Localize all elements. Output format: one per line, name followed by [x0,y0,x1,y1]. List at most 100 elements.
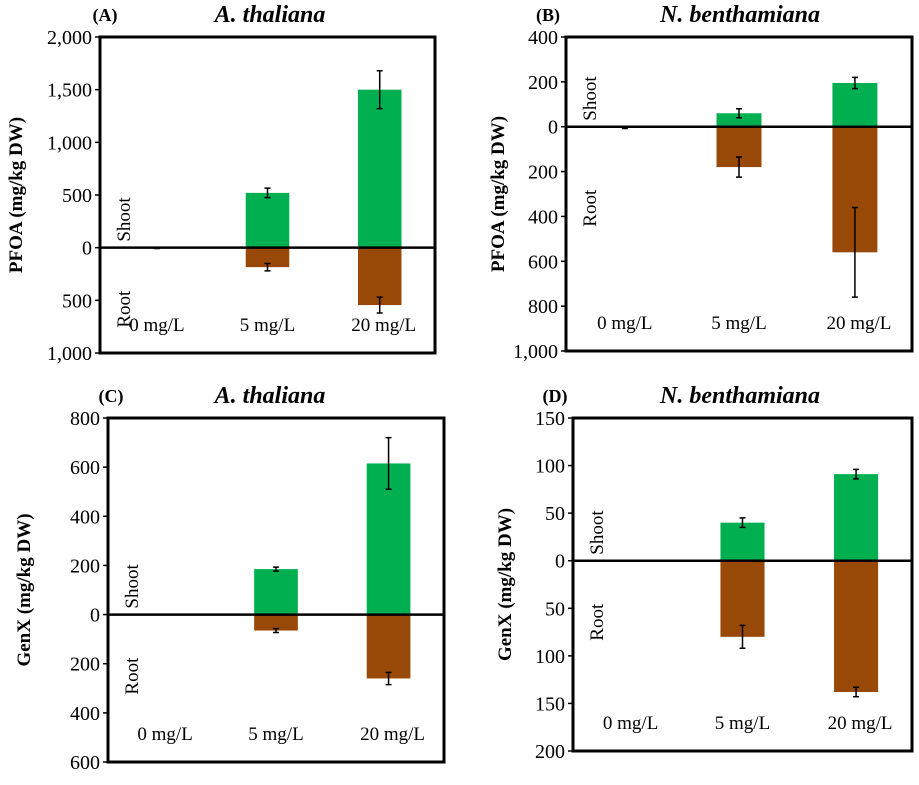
y-tick-label: 400 [70,703,100,725]
category-label: 0 mg/L [129,315,184,336]
category-label: 5 mg/L [711,313,766,334]
chart-title: A. thaliana [213,383,326,409]
plot-frame [106,416,446,764]
shoot-bar [357,89,402,248]
root-label: Root [587,603,608,641]
y-tick-label: 0 [90,605,100,627]
chart-title: N. benthamiana [659,2,820,28]
panel-d: 150 100 50 0 50 100 150 200 0 mg/L 5 mg/L 20 mg/L S… [495,383,914,763]
y-tick-label: 200 [528,162,558,184]
shoot-bar [832,82,878,127]
y-tick-label: 400 [528,206,558,228]
plot-frame [564,35,914,353]
y-tick-label: 150 [535,693,565,715]
y-tick-label: 400 [528,27,558,49]
y-tick-label: 2,000 [47,27,92,49]
chart-title: N. benthamiana [659,383,820,409]
panel-label: (B) [536,5,560,26]
category-label: 5 mg/L [240,315,295,336]
shoot-label: Shoot [580,76,601,121]
y-tick-label: 1,000 [513,341,558,363]
root-bar [357,247,402,306]
y-axis-label: PFOA (mg/kg DW) [488,116,509,272]
panel-label: (D) [543,386,568,407]
error-bar [851,206,858,298]
y-tick-label: 50 [545,503,565,525]
shoot-label: Shoot [114,197,135,242]
shoot-label: Shoot [122,564,143,609]
category-label: 0 mg/L [603,713,658,734]
category-label: 20 mg/L [826,313,891,334]
error-bar [853,686,860,698]
panel-label: (A) [93,5,118,26]
y-tick-label: 200 [70,654,100,676]
y-tick-label: 200 [528,72,558,94]
root-bar [254,614,298,631]
root-bar [245,247,290,268]
y-tick-label: 0 [548,117,558,139]
error-bar [273,566,279,572]
error-bar [273,627,279,634]
y-tick-label: 500 [62,185,92,207]
shoot-bar [245,192,290,248]
y-tick-label: 500 [62,290,92,312]
chart-title: A. thaliana [213,2,326,28]
y-axis-label: PFOA (mg/kg DW) [6,117,27,273]
y-tick-label: 150 [535,408,565,430]
root-bar [720,560,765,637]
y-tick-label: 1,500 [47,80,92,102]
y-tick-label: 600 [70,457,100,479]
shoot-bar [254,569,298,615]
category-label: 20 mg/L [360,724,425,745]
error-bar [851,76,858,90]
error-bar [264,262,271,272]
y-tick-label: 800 [528,296,558,318]
category-label: 0 mg/L [597,313,652,334]
y-tick-label: 0 [555,551,565,573]
shoot-bar [720,522,765,561]
error-bar [739,517,746,529]
y-tick-label: 1,000 [47,343,92,365]
y-tick-label: 600 [528,251,558,273]
root-label: Root [122,657,143,695]
root-label: Root [114,290,135,328]
error-bar [736,156,742,178]
category-label: 5 mg/L [715,713,770,734]
error-bar [853,468,860,480]
error-bar [376,296,383,314]
y-tick-label: 100 [535,646,565,668]
category-label: 20 mg/L [351,315,416,336]
panel-a: 2,000 1,500 1,000 500 0 500 1,000 0 mg/L 5 mg/L 2… [6,2,437,365]
y-tick-label: 0 [82,238,92,260]
shoot-bar [716,113,762,127]
error-bar [385,436,392,491]
shoot-bar [834,474,879,561]
panel-label: (C) [99,386,124,407]
y-tick-label: 200 [535,741,565,763]
y-tick-label: 100 [535,456,565,478]
error-bar [264,187,271,199]
y-tick-label: 50 [545,598,565,620]
error-bar [739,624,746,649]
error-bar [376,69,383,110]
category-label: 5 mg/L [248,724,303,745]
plot-frame [571,416,914,753]
y-axis-label: GenX (mg/kg DW) [14,513,35,666]
y-tick-label: 200 [70,555,100,577]
y-tick-label: 1,000 [47,132,92,154]
root-bar [834,560,879,693]
y-tick-label: 800 [70,408,100,430]
category-label: 0 mg/L [137,724,192,745]
y-tick-label: 400 [70,506,100,528]
root-label: Root [580,189,601,227]
panel-c: 800 600 400 200 0 200 400 600 0 mg/L 5 mg/L 20 mg/… [14,383,446,774]
y-tick-label: 600 [70,752,100,774]
root-bar [366,614,411,679]
error-bar [736,108,742,119]
shoot-label: Shoot [587,510,608,555]
error-bar [385,671,392,686]
panel-b: 400 200 0 200 400 600 800 1,000 0 mg/L 5 mg/L 20 m… [488,2,914,363]
y-axis-label: GenX (mg/kg DW) [495,508,516,661]
category-label: 20 mg/L [828,713,893,734]
